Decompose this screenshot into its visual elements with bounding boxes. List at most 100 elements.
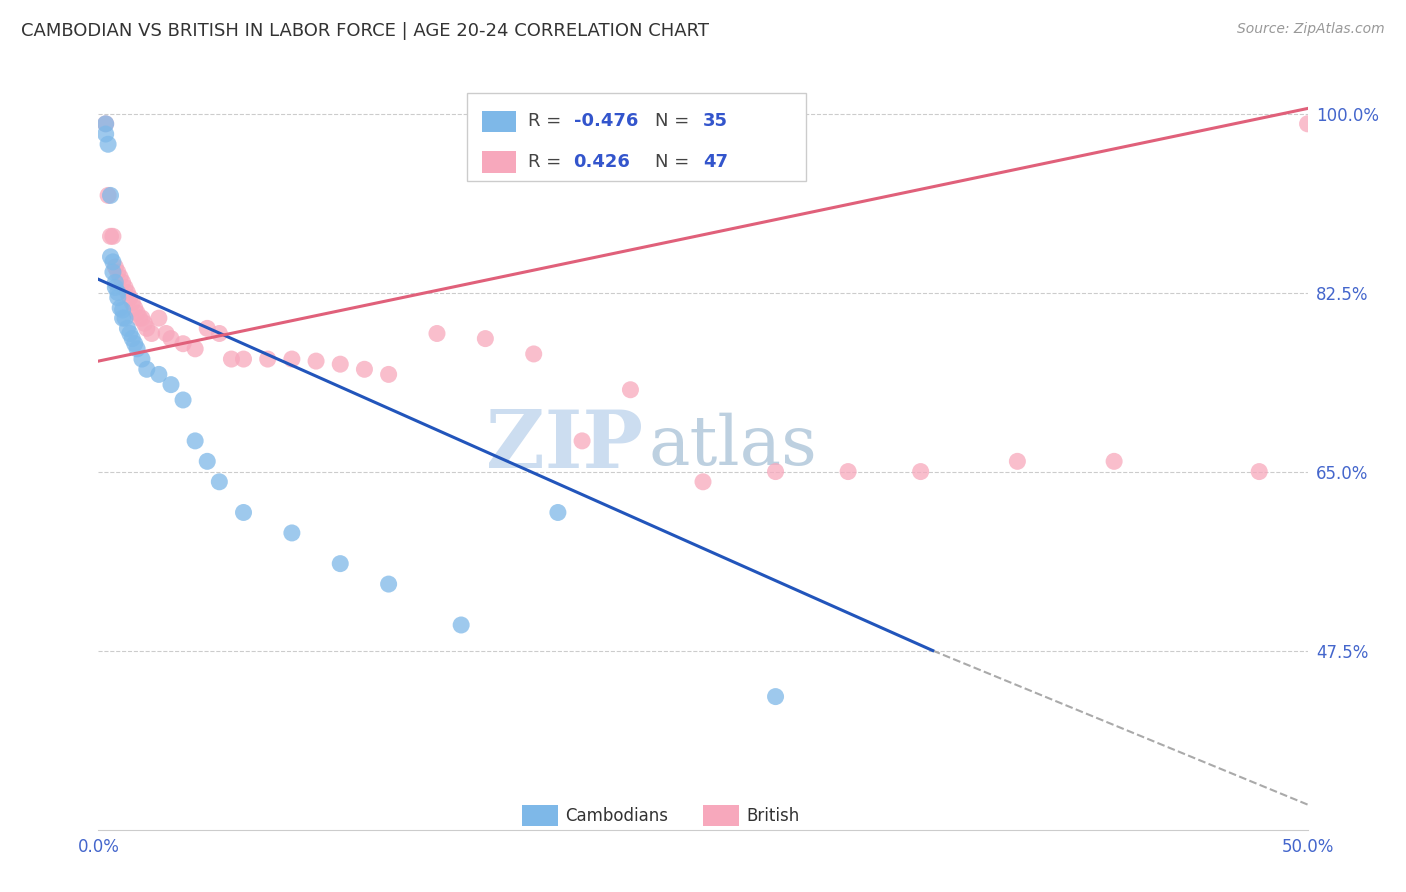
Point <box>571 434 593 448</box>
Point <box>160 332 183 346</box>
Point <box>121 295 143 310</box>
Text: 35: 35 <box>703 112 728 130</box>
Point <box>101 255 124 269</box>
Point <box>281 525 304 540</box>
Point <box>256 352 278 367</box>
Point <box>118 291 141 305</box>
Point <box>107 291 129 305</box>
Point <box>101 229 124 244</box>
Point <box>107 265 129 279</box>
Point <box>232 506 254 520</box>
Bar <box>703 805 740 827</box>
Point <box>172 336 194 351</box>
Point <box>1007 454 1029 468</box>
Point <box>121 332 143 346</box>
Text: CAMBODIAN VS BRITISH IN LABOR FORCE | AGE 20-24 CORRELATION CHART: CAMBODIAN VS BRITISH IN LABOR FORCE | AG… <box>21 22 709 40</box>
Point <box>208 475 231 489</box>
Point <box>450 618 472 632</box>
Text: -0.476: -0.476 <box>574 112 638 130</box>
Point <box>329 557 352 571</box>
Bar <box>467 93 806 181</box>
Point <box>160 377 183 392</box>
Point <box>117 321 139 335</box>
Point <box>127 342 149 356</box>
Point <box>104 280 127 294</box>
Text: Cambodians: Cambodians <box>565 806 668 825</box>
Point <box>353 362 375 376</box>
Point <box>114 311 136 326</box>
Point <box>94 117 117 131</box>
Point <box>111 302 134 317</box>
Point <box>141 326 163 341</box>
Point <box>910 465 932 479</box>
Point <box>523 347 546 361</box>
Text: R =: R = <box>527 112 567 130</box>
Point <box>127 306 149 320</box>
Point <box>100 188 122 202</box>
Point <box>117 285 139 300</box>
Text: 47: 47 <box>703 153 728 171</box>
Point <box>114 280 136 294</box>
Point <box>148 368 170 382</box>
Text: N =: N = <box>655 112 695 130</box>
Point <box>94 127 117 141</box>
Text: N =: N = <box>655 153 695 171</box>
Point <box>208 326 231 341</box>
Point <box>104 276 127 290</box>
Point <box>837 465 859 479</box>
Point <box>131 311 153 326</box>
Point <box>232 352 254 367</box>
Point <box>134 316 156 330</box>
Point <box>184 342 207 356</box>
Point <box>101 265 124 279</box>
Point <box>184 434 207 448</box>
Point <box>108 270 131 285</box>
Point <box>195 454 218 468</box>
Point <box>94 117 117 131</box>
Text: ZIP: ZIP <box>485 407 643 485</box>
Text: R =: R = <box>527 153 567 171</box>
Point <box>97 188 120 202</box>
Point <box>124 336 146 351</box>
Bar <box>482 152 516 173</box>
Point <box>172 392 194 407</box>
Point <box>377 368 399 382</box>
Point <box>111 311 134 326</box>
Point <box>1296 117 1319 131</box>
Point <box>135 362 157 376</box>
Bar <box>522 805 558 827</box>
Text: atlas: atlas <box>648 413 817 479</box>
Point <box>765 465 787 479</box>
Text: British: British <box>747 806 800 825</box>
Point <box>107 285 129 300</box>
Point <box>118 326 141 341</box>
Point <box>474 332 496 346</box>
Point <box>195 321 218 335</box>
Point <box>97 137 120 152</box>
Point <box>377 577 399 591</box>
Point <box>692 475 714 489</box>
Point <box>1102 454 1125 468</box>
Point <box>108 301 131 315</box>
Point <box>124 301 146 315</box>
Point <box>765 690 787 704</box>
Point <box>135 321 157 335</box>
Point <box>547 506 569 520</box>
Text: 0.426: 0.426 <box>574 153 630 171</box>
Text: Source: ZipAtlas.com: Source: ZipAtlas.com <box>1237 22 1385 37</box>
Point <box>329 357 352 371</box>
Point <box>155 326 177 341</box>
Point <box>281 352 304 367</box>
Point <box>148 311 170 326</box>
Point <box>104 260 127 274</box>
Point <box>619 383 641 397</box>
Point <box>128 311 150 326</box>
Point <box>305 354 328 368</box>
Point <box>221 352 243 367</box>
Point <box>1249 465 1271 479</box>
Point <box>131 352 153 367</box>
Point <box>426 326 449 341</box>
Point <box>100 229 122 244</box>
Bar <box>482 111 516 132</box>
Point <box>111 276 134 290</box>
